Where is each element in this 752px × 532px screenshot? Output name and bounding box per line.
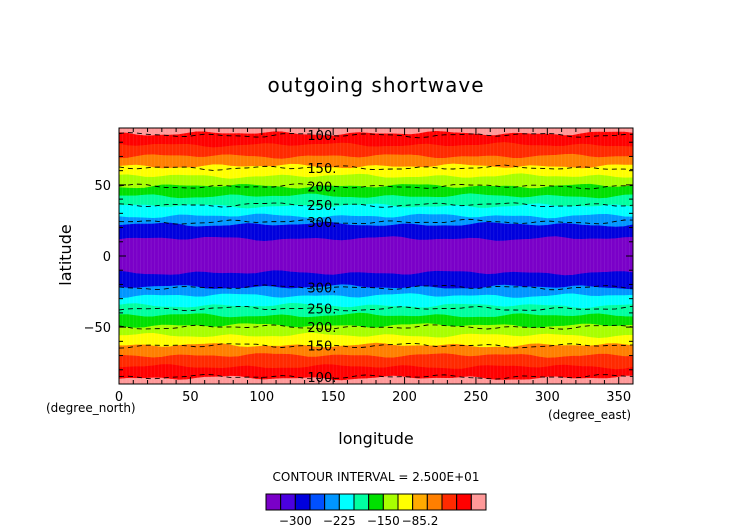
colorbar <box>265 493 487 511</box>
colorbar-cell <box>338 493 355 511</box>
colorbar-tick-label: −85.2 <box>402 514 439 528</box>
x-tick-label: 100 <box>249 390 274 405</box>
x-tick-label: 0 <box>115 390 123 405</box>
contour-line <box>118 342 634 349</box>
contour-interval-text: CONTOUR INTERVAL = 2.500E+01 <box>273 470 480 484</box>
colorbar-tick-label: −225 <box>323 514 356 528</box>
contour-label: 100. <box>307 129 336 144</box>
chart-title: outgoing shortwave <box>267 73 484 97</box>
colorbar-cell <box>324 493 340 511</box>
y-tick-label: 0 <box>103 250 111 265</box>
contour-label: 150. <box>307 162 336 177</box>
contour-label: 150. <box>307 340 336 355</box>
x-axis-label: longitude <box>338 429 413 448</box>
contour-label: 250. <box>307 303 336 318</box>
colorbar-cell <box>397 493 414 511</box>
contour-label: 250. <box>307 199 336 214</box>
colorbar-cell <box>368 493 384 511</box>
colorbar-cell <box>426 493 443 511</box>
y-axis-label: latitude <box>56 224 75 285</box>
colorbar-tick-label: −300 <box>279 514 312 528</box>
colorbar-ticks: −300 −225 −150 −85.2 <box>279 514 439 528</box>
x-tick-label: 150 <box>321 390 346 405</box>
colorbar-cell <box>353 493 370 511</box>
x-tick-label: 300 <box>535 390 560 405</box>
colorbar-cell <box>412 493 428 511</box>
y-unit-label: (degree_north) <box>46 401 136 415</box>
contour-label: 200. <box>307 321 336 336</box>
x-tick-label: 200 <box>392 390 417 405</box>
x-tick-label: 50 <box>182 390 199 405</box>
colorbar-cell <box>294 493 311 511</box>
colorbar-cell <box>265 493 282 511</box>
x-axis: 0 50 100 150 200 250 300 350 <box>115 128 634 405</box>
contour-label: 300. <box>307 281 336 296</box>
contour-label: 200. <box>307 180 336 195</box>
y-axis: −50 0 50 <box>84 127 633 385</box>
plot-area <box>118 127 634 385</box>
x-tick-label: 250 <box>464 390 489 405</box>
colorbar-cell <box>382 493 399 511</box>
colorbar-cell <box>309 493 326 511</box>
x-unit-label: (degree_east) <box>548 408 631 422</box>
colorbar-tick-label: −150 <box>367 514 400 528</box>
colorbar-cell <box>280 493 296 511</box>
contour-label: 300. <box>307 216 336 231</box>
contour-label: 100. <box>307 371 336 386</box>
y-tick-label: −50 <box>84 321 111 336</box>
colorbar-cell <box>441 493 458 511</box>
contour-lines: 100. 150. 200. 250. 300. 300. 250. 200. 150. 100. <box>118 129 634 386</box>
colorbar-cell <box>456 493 472 511</box>
x-tick-label: 350 <box>606 390 631 405</box>
colorbar-cell <box>470 493 487 511</box>
longitude-stripes <box>122 128 630 384</box>
y-tick-label: 50 <box>94 179 111 194</box>
